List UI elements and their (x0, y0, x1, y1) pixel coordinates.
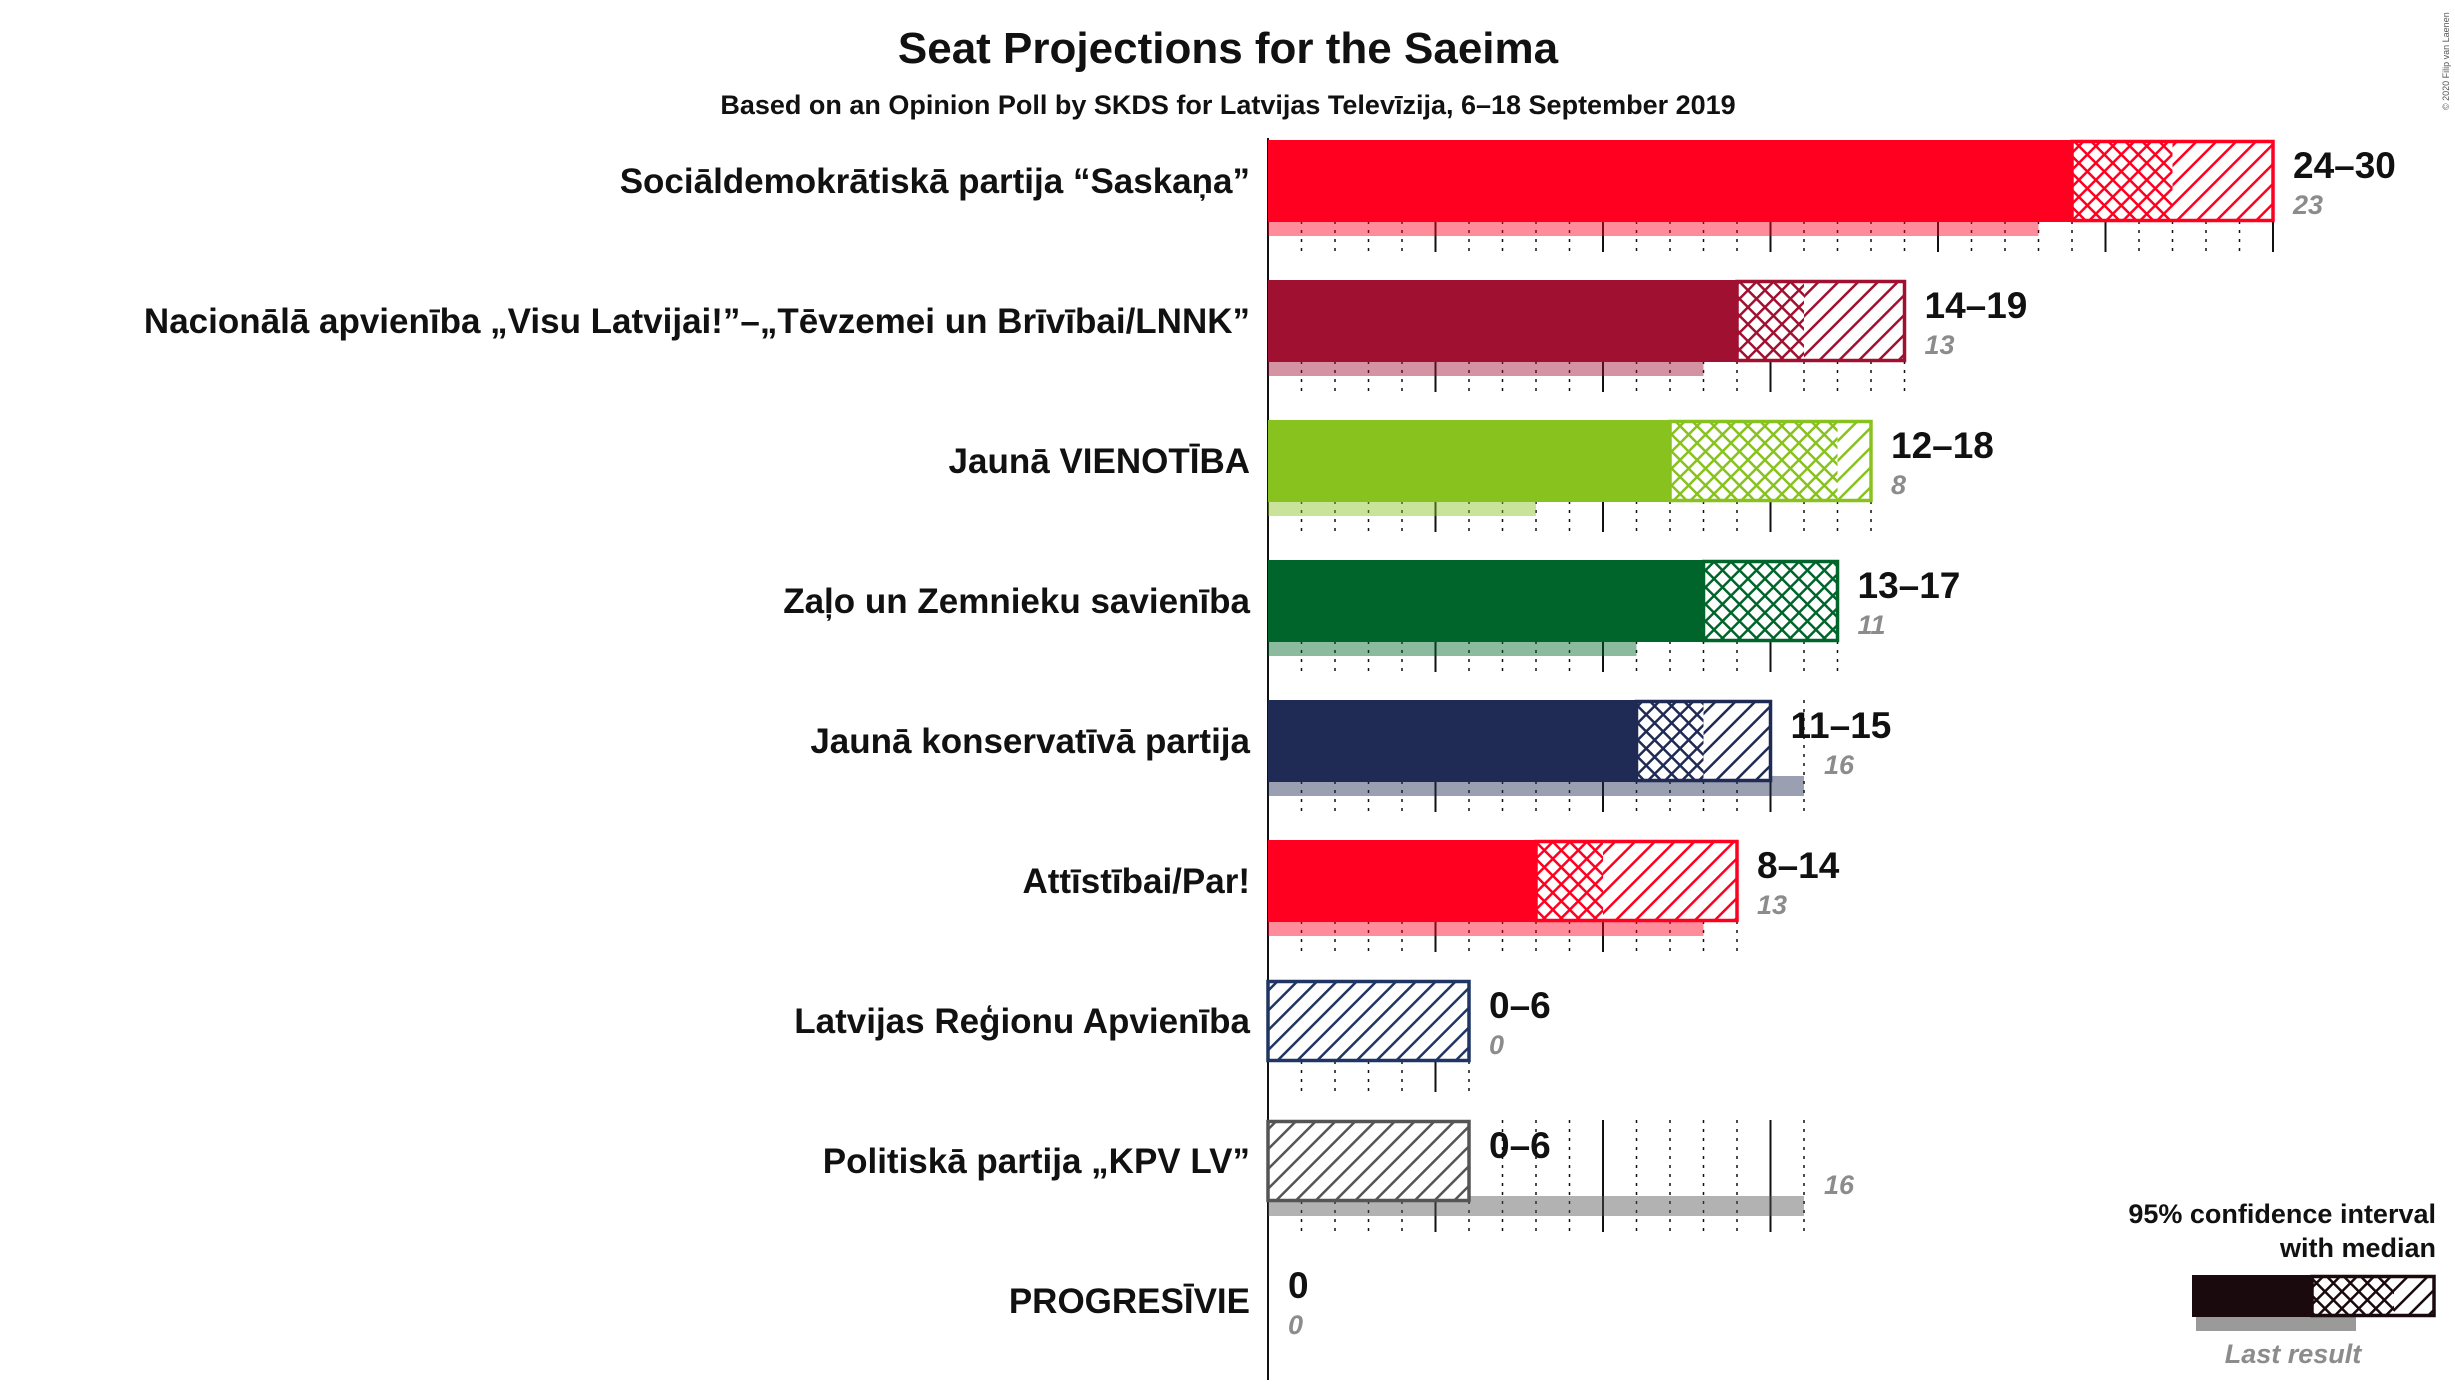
ci-outline (1634, 699, 1773, 783)
ci-upper-band (2172, 140, 2273, 222)
party-row: Jaunā konservatīvā partija 11–15 16 (810, 699, 1892, 812)
seat-range-label: 14–19 (1925, 285, 2028, 326)
last-result-label: 11 (1858, 610, 1886, 640)
chart-title: Seat Projections for the Saeima (898, 24, 1559, 73)
legend-ci-outline (2310, 1274, 2436, 1318)
bars-group: Sociāldemokrātiskā partija “Saskaņa” 24–3… (144, 138, 2396, 1380)
seat-range-label: 0–6 (1489, 985, 1551, 1026)
party-label: Zaļo un Zemnieku savienība (783, 582, 1250, 621)
solid-bar (1268, 140, 2072, 222)
seat-range-label: 0–6 (1489, 1125, 1551, 1166)
last-result-label: 13 (1757, 890, 1787, 920)
ci-lower-band (1703, 560, 1838, 642)
ci-lower-band (1536, 840, 1603, 922)
legend-last-result-label: Last result (2225, 1339, 2363, 1369)
party-label: Jaunā VIENOTĪBA (949, 442, 1250, 481)
legend: 95% confidence interval with median Last… (2128, 1199, 2436, 1369)
solid-bar (1268, 840, 1536, 922)
legend-ci-lower-band (2312, 1275, 2394, 1317)
seat-range-label: 13–17 (1858, 565, 1961, 606)
party-row: Latvijas Reģionu Apvienība 0–6 0 (794, 979, 1551, 1092)
solid-bar (1268, 560, 1704, 642)
legend-ci-upper-band (2394, 1275, 2434, 1317)
last-result-label: 8 (1891, 470, 1906, 500)
ci-lower-band (2072, 140, 2173, 222)
last-result-label: 0 (1489, 1030, 1504, 1060)
party-row: Politiskā partija „KPV LV” 0–6 16 (823, 1119, 1855, 1232)
party-label: Latvijas Reģionu Apvienība (794, 1002, 1250, 1041)
last-result-label: 0 (1288, 1310, 1303, 1340)
party-label: Nacionālā apvienība „Visu Latvijai!”–„Tē… (144, 302, 1250, 341)
ci-upper-band (1268, 980, 1469, 1062)
ci-outline (1266, 979, 1471, 1063)
ci-outline (2070, 139, 2275, 223)
ci-upper-band (1804, 280, 1905, 362)
ci-outline (1701, 559, 1840, 643)
last-result-label: 23 (2292, 190, 2323, 220)
solid-bar (1268, 280, 1737, 362)
party-row: Attīstībai/Par! 8–14 13 (1022, 839, 1840, 952)
ci-outline (1534, 839, 1739, 923)
party-label: Sociāldemokrātiskā partija “Saskaņa” (620, 162, 1250, 201)
ci-lower-band (1737, 280, 1804, 362)
legend-title-line2: with median (2279, 1233, 2436, 1263)
solid-bar (1268, 700, 1637, 782)
party-label: PROGRESĪVIE (1009, 1282, 1250, 1321)
party-label: Politiskā partija „KPV LV” (823, 1142, 1250, 1181)
seat-range-label: 11–15 (1791, 705, 1892, 746)
ci-upper-band (1603, 840, 1737, 922)
ci-lower-band (1636, 700, 1704, 782)
party-label: Jaunā konservatīvā partija (810, 722, 1250, 761)
solid-bar (1268, 420, 1670, 502)
seat-range-label: 12–18 (1891, 425, 1994, 466)
party-row: Jaunā VIENOTĪBA 12–18 8 (949, 419, 1994, 532)
last-result-label: 13 (1925, 330, 1955, 360)
seat-range-label: 24–30 (2293, 145, 2396, 186)
chart-subtitle: Based on an Opinion Poll by SKDS for Lat… (720, 90, 1735, 120)
ci-outline (1735, 279, 1907, 363)
party-label: Attīstībai/Par! (1022, 862, 1250, 901)
ci-lower-band (1670, 420, 1838, 502)
ci-upper-band (1268, 1120, 1469, 1202)
legend-title-line1: 95% confidence interval (2128, 1199, 2436, 1229)
ci-outline (1668, 419, 1873, 503)
seat-range-label: 8–14 (1757, 845, 1840, 886)
copyright-text: © 2020 Filip van Laenen (2441, 12, 2451, 110)
ci-upper-band (1837, 420, 1871, 502)
legend-last-result-bar (2196, 1313, 2356, 1331)
party-row: PROGRESĪVIE 0 0 (1009, 1265, 1309, 1340)
ci-outline (1266, 1119, 1471, 1203)
party-row: Zaļo un Zemnieku savienība 13–17 11 (783, 559, 1961, 672)
last-result-label: 16 (1824, 750, 1855, 780)
party-row: Nacionālā apvienība „Visu Latvijai!”–„Tē… (144, 279, 2028, 392)
legend-solid-bar (2192, 1275, 2312, 1317)
last-result-label: 16 (1824, 1170, 1855, 1200)
seat-range-label: 0 (1288, 1265, 1309, 1306)
ci-upper-band (1703, 700, 1771, 782)
party-row: Sociāldemokrātiskā partija “Saskaņa” 24–3… (620, 139, 2396, 252)
